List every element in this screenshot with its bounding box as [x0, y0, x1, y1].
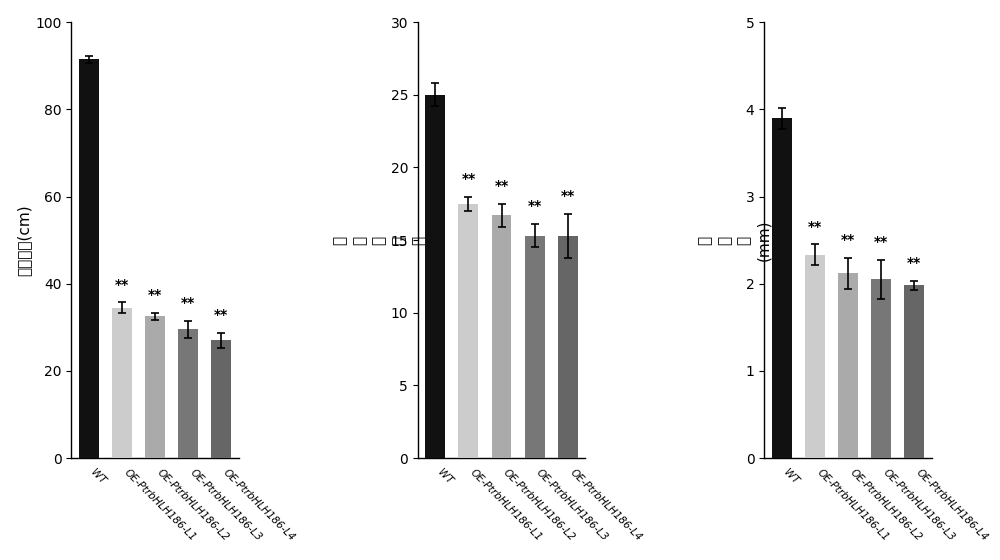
Text: **: **: [527, 199, 542, 213]
Bar: [211, 340, 231, 458]
Bar: [838, 273, 858, 458]
Bar: [112, 307, 132, 458]
Text: **: **: [907, 256, 921, 270]
Bar: [145, 316, 165, 458]
Bar: [492, 216, 511, 458]
Text: **: **: [874, 235, 888, 249]
Bar: [904, 286, 924, 458]
Text: **: **: [461, 171, 476, 185]
Bar: [425, 95, 445, 458]
Bar: [178, 329, 198, 458]
Bar: [458, 204, 478, 458]
Text: **: **: [148, 288, 162, 302]
Text: **: **: [115, 278, 129, 292]
Bar: [871, 279, 891, 458]
Bar: [772, 118, 792, 458]
Y-axis label: 植
株
节
数
量: 植 株 节 数 量: [332, 236, 426, 245]
Text: **: **: [808, 220, 822, 234]
Text: **: **: [181, 296, 195, 310]
Bar: [79, 59, 99, 458]
Text: **: **: [561, 189, 575, 203]
Bar: [805, 255, 825, 458]
Bar: [558, 236, 578, 458]
Bar: [525, 236, 545, 458]
Y-axis label: 茎
粗
径
(mm): 茎 粗 径 (mm): [697, 220, 772, 261]
Text: **: **: [841, 232, 855, 246]
Text: **: **: [494, 179, 509, 193]
Text: **: **: [214, 307, 228, 321]
Y-axis label: 植株高度(cm): 植株高度(cm): [17, 204, 32, 276]
